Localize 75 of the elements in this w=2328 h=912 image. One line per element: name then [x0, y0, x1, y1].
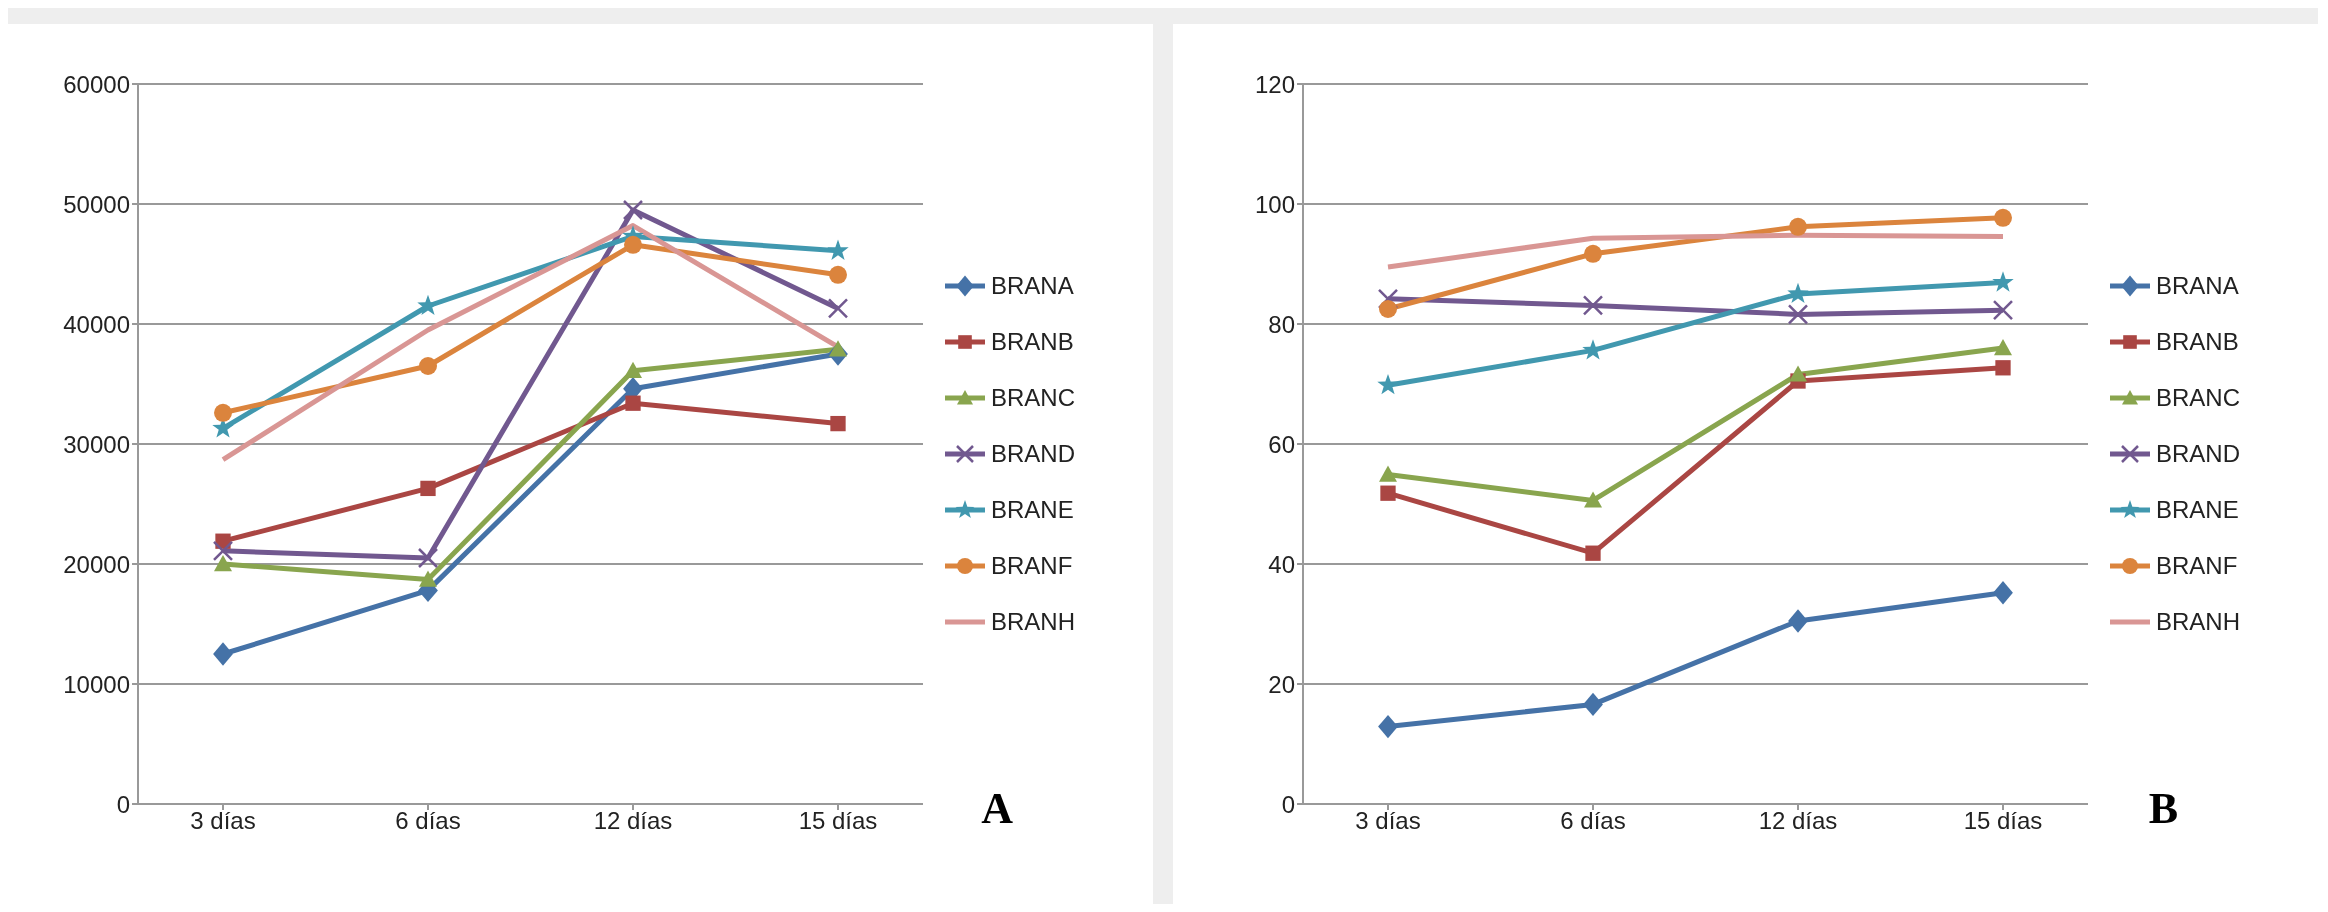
point: [1379, 465, 1397, 482]
point: [625, 395, 641, 411]
legend-label: BRANE: [991, 496, 1074, 524]
x-tick-label: 12 días: [1758, 807, 1838, 835]
legend-label: BRANC: [991, 384, 1076, 412]
y-tick-label: 0: [116, 790, 130, 818]
point: [1789, 217, 1807, 236]
y-tick-label: 40: [1268, 550, 1295, 578]
y-tick-label: 120: [1254, 70, 1295, 98]
point: [1994, 339, 2012, 356]
point: [214, 555, 232, 572]
y-tick-label: 60000: [63, 70, 130, 98]
x-tick-label: 6 días: [395, 807, 461, 835]
legend-label: BRANH: [2156, 608, 2241, 636]
x-tick-label: 3 días: [1355, 807, 1421, 835]
point: [1584, 491, 1602, 508]
point: [827, 239, 849, 260]
legend-label: BRANA: [2156, 272, 2239, 300]
text: A: [981, 783, 1013, 834]
point: [213, 642, 233, 666]
point: [1993, 581, 2013, 605]
point: [1992, 271, 2014, 292]
y-tick-label: 0: [1281, 790, 1295, 818]
point: [419, 357, 437, 375]
point: [1380, 485, 1396, 501]
y-tick-label: 20000: [63, 550, 130, 578]
point: [1994, 208, 2012, 227]
point: [1379, 300, 1397, 318]
x-tick-label: 12 días: [593, 807, 673, 835]
text: B: [2148, 783, 2178, 834]
point: [419, 570, 437, 587]
x-tick-label: 3 días: [190, 807, 256, 835]
y-tick-label: 20: [1268, 670, 1295, 698]
point: [1787, 282, 1809, 304]
y-tick-label: 60: [1268, 430, 1295, 458]
point: [1787, 304, 1809, 325]
point: [1992, 299, 2014, 321]
point: [622, 199, 644, 221]
point: [1788, 609, 1808, 633]
point: [1377, 373, 1399, 395]
point: [1583, 692, 1603, 717]
point: [1789, 365, 1807, 382]
point: [417, 547, 439, 569]
legend-label: BRANB: [2156, 328, 2239, 356]
point: [212, 540, 234, 562]
legend-label: BRANA: [991, 272, 1074, 300]
legend-label: BRANH: [991, 608, 1076, 636]
legend-label: BRANB: [991, 328, 1074, 356]
point: [827, 298, 849, 319]
y-tick-label: 10000: [63, 670, 130, 698]
point: [829, 265, 847, 284]
point: [420, 480, 436, 497]
y-tick-label: 30000: [63, 430, 130, 458]
point: [624, 361, 642, 378]
legend-label: BRAND: [991, 440, 1076, 468]
legend-label: BRANF: [2156, 552, 2238, 580]
legend-label: BRANF: [991, 552, 1073, 580]
point: [1585, 545, 1601, 561]
point: [1582, 295, 1604, 316]
point: [214, 403, 232, 422]
x-tick-label: 15 días: [798, 807, 878, 835]
y-tick-label: 80: [1268, 310, 1295, 338]
y-tick-label: 50000: [63, 190, 130, 218]
legend-label: BRANC: [2156, 384, 2241, 412]
point: [830, 415, 846, 432]
point: [624, 235, 642, 254]
x-tick-label: 6 días: [1560, 807, 1626, 835]
legend-label: BRAND: [2156, 440, 2241, 468]
legend-label: BRANE: [2156, 496, 2239, 524]
point: [1378, 714, 1398, 739]
x-tick-label: 15 días: [1963, 807, 2043, 835]
y-tick-label: 40000: [63, 310, 130, 338]
y-tick-label: 100: [1254, 190, 1295, 218]
point: [1584, 244, 1602, 263]
point: [1995, 360, 2011, 376]
